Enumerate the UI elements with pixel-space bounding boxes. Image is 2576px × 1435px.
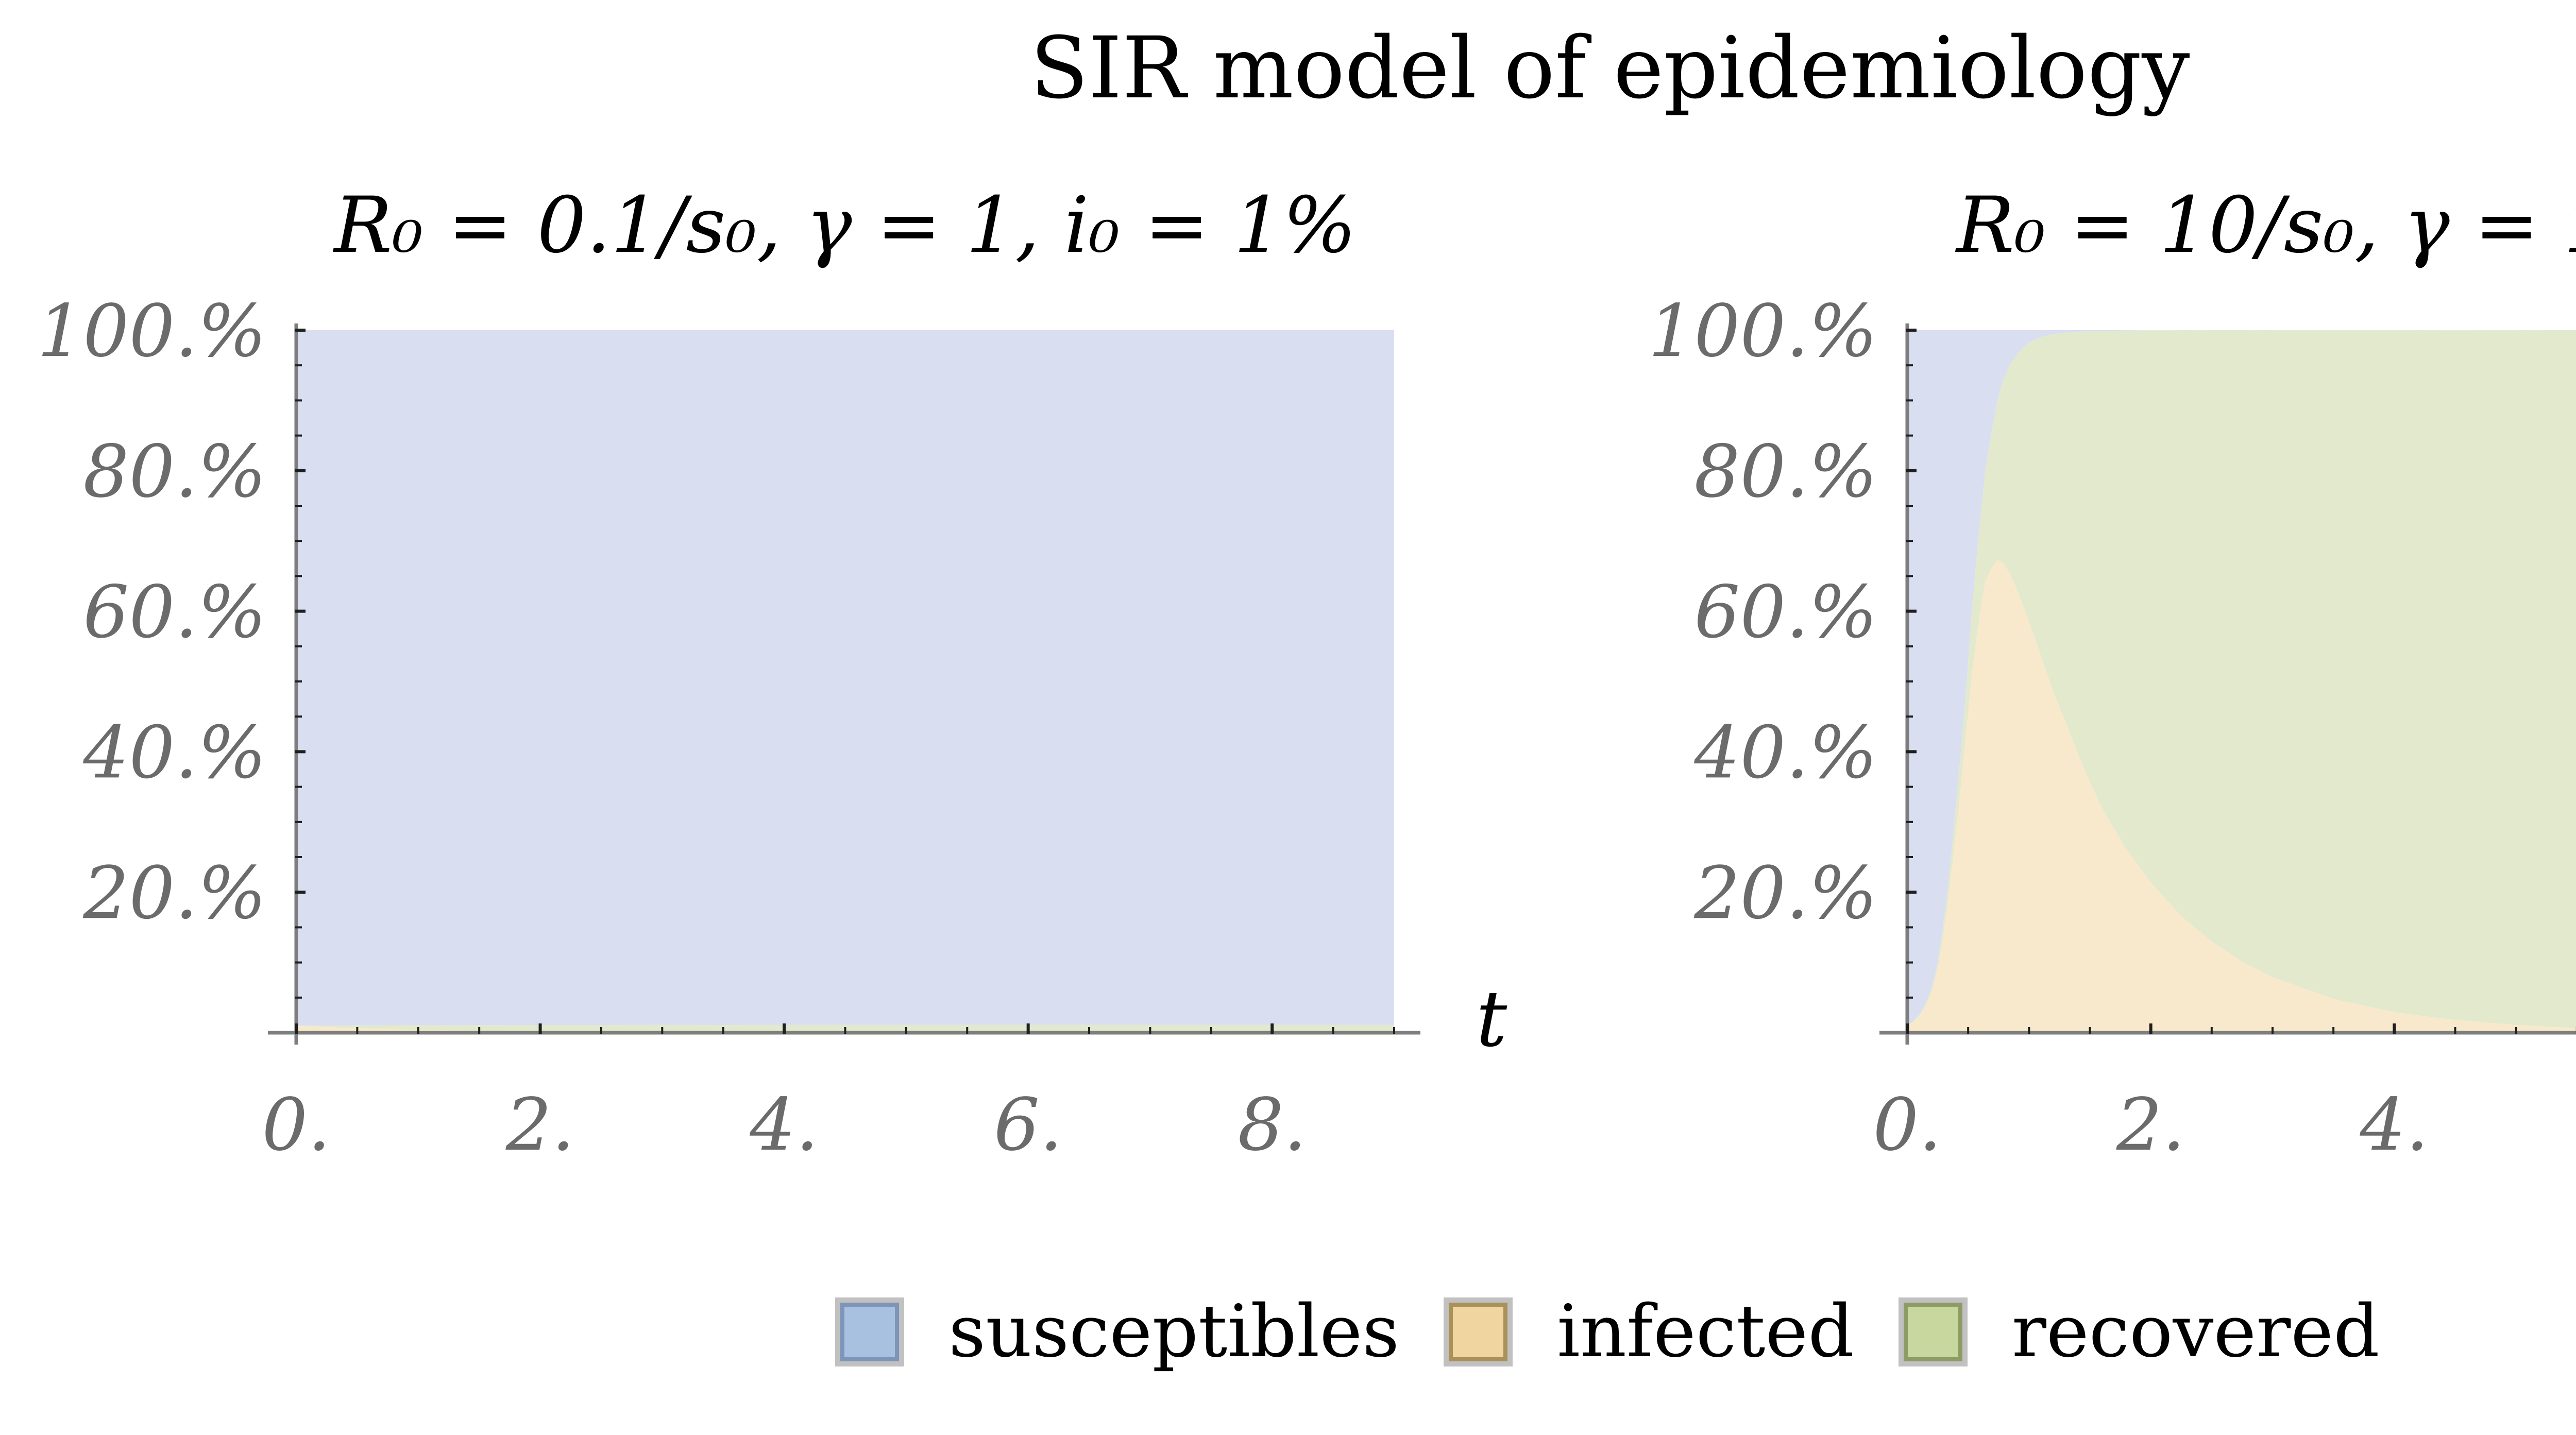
x-tick-label-right: 2. (2116, 1083, 2185, 1167)
legend-label-recovered: recovered (2011, 1290, 2380, 1374)
area-infected-right (1907, 560, 2576, 1033)
legend-label-susceptibles: susceptibles (948, 1290, 1400, 1374)
x-tick-label-left: 2. (505, 1083, 575, 1167)
x-tick-label-right: 4. (2360, 1083, 2429, 1167)
area-recovered-right (1907, 330, 2576, 1029)
legend-item-susceptibles: susceptibles (835, 1290, 1400, 1374)
x-tick-label-right: 0. (1873, 1083, 1942, 1167)
y-tick-label-right: 60.% (1694, 571, 1877, 655)
legend-swatch-recovered-icon (1898, 1297, 1968, 1366)
legend-swatch-infected-icon (1444, 1297, 1513, 1366)
plot-title-right: R₀ = 10/s₀, γ = 1, i₀ = 1% (1956, 181, 2576, 270)
x-axis-label-left: t (1476, 975, 1507, 1064)
y-tick-label-left: 20.% (82, 851, 266, 935)
y-tick-label-right: 80.% (1694, 430, 1877, 514)
legend: susceptibles infected recovered (0, 1286, 2576, 1378)
x-tick-label-left: 0. (262, 1083, 331, 1167)
y-tick-label-right: 40.% (1693, 711, 1877, 795)
y-tick-label-left: 60.% (83, 571, 266, 655)
x-tick-label-left: 4. (749, 1083, 819, 1167)
y-tick-label-left: 80.% (83, 430, 266, 514)
y-tick-label-right: 20.% (1693, 851, 1877, 935)
main-title: SIR model of epidemiology (1030, 19, 2190, 117)
legend-swatch-susceptibles-icon (835, 1297, 905, 1366)
legend-item-recovered: recovered (1898, 1290, 2380, 1374)
area-susceptibles-left (296, 330, 1394, 1026)
plot-title-left: R₀ = 0.1/s₀, γ = 1, i₀ = 1% (334, 181, 1357, 270)
legend-item-infected: infected (1444, 1290, 1854, 1374)
area-susceptibles-right (1907, 330, 2576, 1026)
x-tick-label-left: 6. (994, 1083, 1063, 1167)
legend-label-infected: infected (1557, 1290, 1854, 1374)
y-tick-label-left: 40.% (82, 711, 266, 795)
y-tick-label-right: 100.% (1648, 289, 1877, 373)
y-tick-label-left: 100.% (37, 289, 266, 373)
x-tick-label-left: 8. (1238, 1083, 1307, 1167)
